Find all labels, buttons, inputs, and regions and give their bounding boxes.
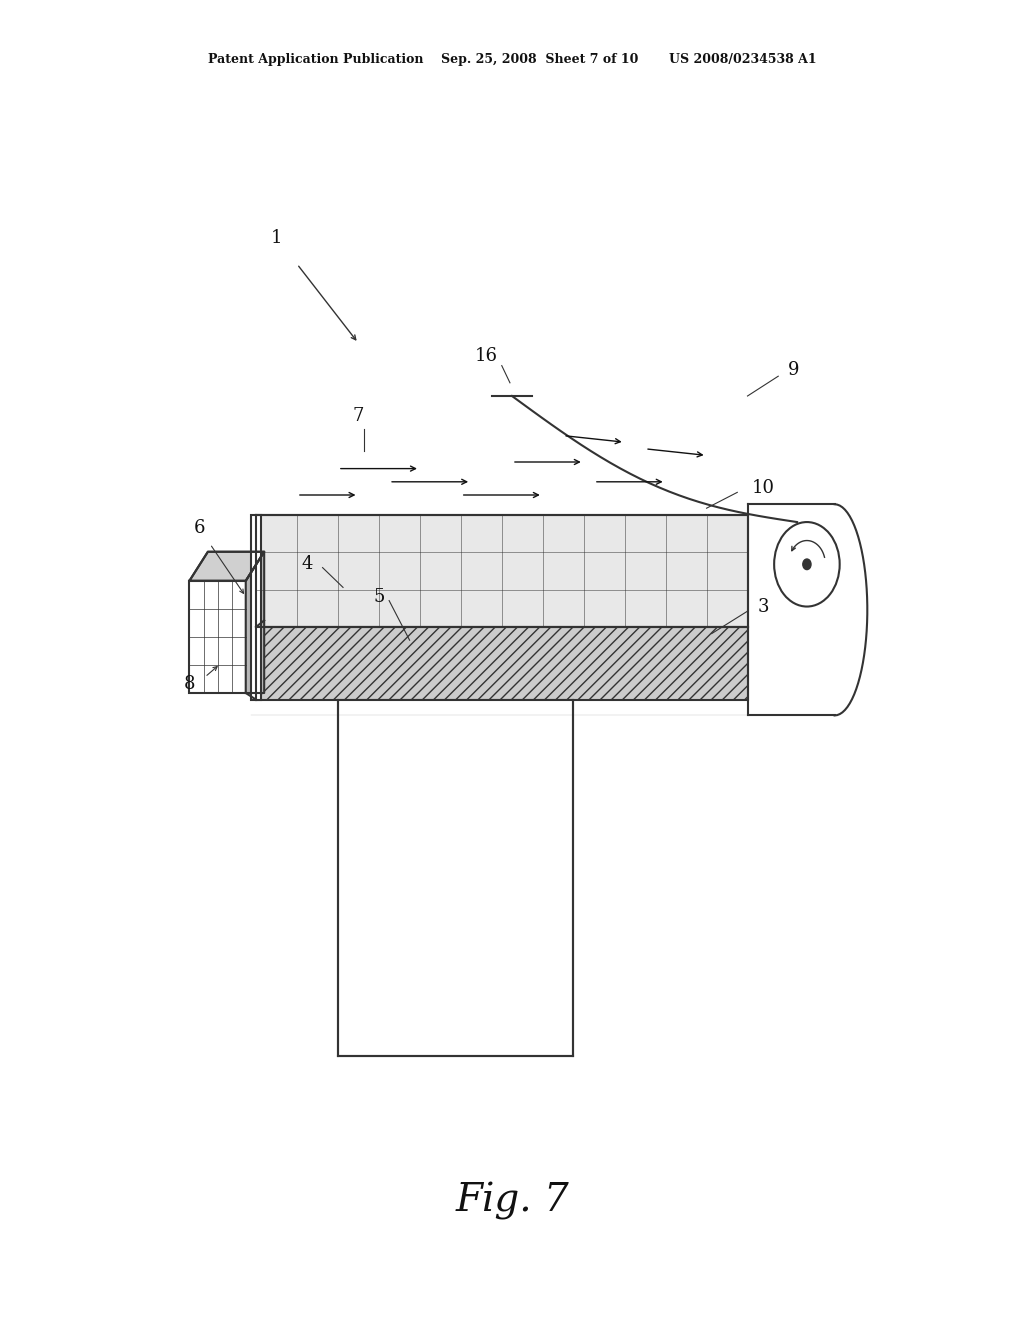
Text: Fig. 7: Fig. 7 (455, 1183, 569, 1220)
Bar (338, 700, 573, 1056)
Bar (256, 627, 748, 700)
Text: 5: 5 (373, 587, 385, 606)
Bar (189, 581, 246, 693)
Text: 7: 7 (352, 407, 365, 425)
Bar (251, 515, 261, 700)
Text: 9: 9 (787, 360, 800, 379)
Text: 16: 16 (475, 347, 498, 366)
Text: Patent Application Publication    Sep. 25, 2008  Sheet 7 of 10       US 2008/023: Patent Application Publication Sep. 25, … (208, 53, 816, 66)
Polygon shape (246, 552, 264, 693)
Text: 10: 10 (752, 479, 774, 498)
Bar (256, 515, 748, 627)
Text: 1: 1 (270, 228, 283, 247)
Text: 3: 3 (757, 598, 769, 616)
Polygon shape (189, 552, 264, 581)
Circle shape (803, 560, 811, 570)
Text: 4: 4 (301, 554, 313, 573)
Text: 6: 6 (194, 519, 206, 537)
Text: 8: 8 (183, 675, 196, 693)
